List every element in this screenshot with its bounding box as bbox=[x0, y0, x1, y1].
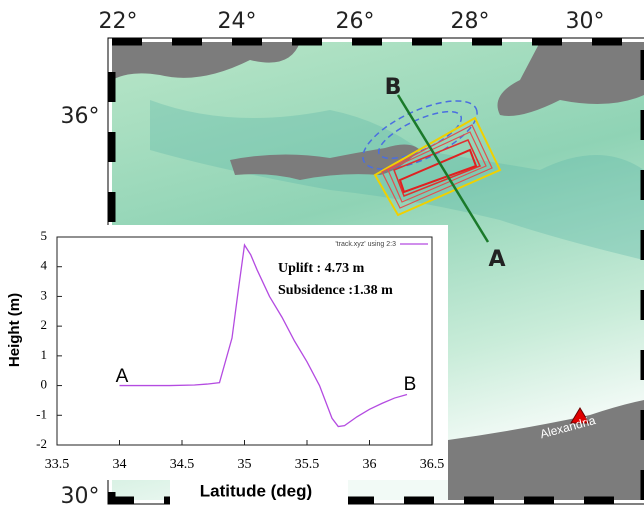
label-background bbox=[170, 478, 348, 506]
uplift-contour bbox=[387, 131, 487, 203]
x-tick-label: 33.5 bbox=[45, 457, 70, 472]
y-tick-label: 3 bbox=[41, 287, 48, 302]
x-tick-label: 35.5 bbox=[295, 457, 320, 472]
x-axis-label: Latitude (deg) bbox=[200, 481, 312, 500]
y-tick-label: 2 bbox=[41, 317, 48, 332]
data-line bbox=[119, 243, 408, 428]
x-tick-label: 36 bbox=[363, 457, 377, 472]
land-anatolia bbox=[497, 42, 644, 116]
lat-tick-label: 36° bbox=[61, 104, 100, 129]
inset-background bbox=[0, 225, 448, 480]
point-label: B bbox=[385, 75, 402, 100]
profile-track bbox=[396, 94, 490, 243]
inset-chart: Height (m) Latitude (deg) Uplift : 4.73 … bbox=[0, 225, 448, 506]
annotation: B bbox=[404, 374, 417, 395]
y-tick-label: 5 bbox=[41, 228, 48, 243]
annotation: Subsidence :1.38 m bbox=[278, 283, 393, 298]
annotation: A bbox=[116, 366, 129, 387]
x-tick-label: 34.5 bbox=[170, 457, 195, 472]
lon-tick-label: 22° bbox=[99, 9, 138, 34]
y-tick-label: 0 bbox=[41, 377, 48, 392]
deep-water bbox=[150, 100, 644, 260]
annotation: Uplift : 4.73 m bbox=[278, 261, 365, 276]
lat-tick-label: 30° bbox=[61, 484, 100, 509]
x-tick-label: 34 bbox=[113, 457, 127, 472]
crete bbox=[230, 144, 420, 180]
fault-outline bbox=[373, 116, 502, 217]
lon-tick-label: 30° bbox=[566, 9, 605, 34]
x-tick-label: 36.5 bbox=[420, 457, 445, 472]
uplift-contour bbox=[393, 139, 482, 197]
lon-tick-label: 24° bbox=[218, 9, 257, 34]
city-marker bbox=[570, 407, 590, 424]
legend-label: 'track.xyz' using 2:3 bbox=[335, 241, 396, 248]
y-tick-label: 1 bbox=[41, 347, 48, 362]
y-tick-label: 4 bbox=[41, 258, 48, 273]
y-axis-label: Height (m) bbox=[6, 293, 23, 367]
y-tick-label: -1 bbox=[36, 406, 47, 421]
uplift-contour bbox=[398, 148, 478, 194]
uplift-contour bbox=[381, 124, 493, 209]
y-tick-label: -2 bbox=[36, 436, 47, 451]
lon-tick-label: 26° bbox=[336, 9, 375, 34]
lon-tick-label: 28° bbox=[451, 9, 490, 34]
x-tick-label: 35 bbox=[238, 457, 252, 472]
land-north bbox=[112, 42, 300, 80]
land-africa bbox=[448, 400, 644, 500]
point-label: A bbox=[488, 247, 505, 272]
deformation-contours bbox=[362, 100, 502, 217]
